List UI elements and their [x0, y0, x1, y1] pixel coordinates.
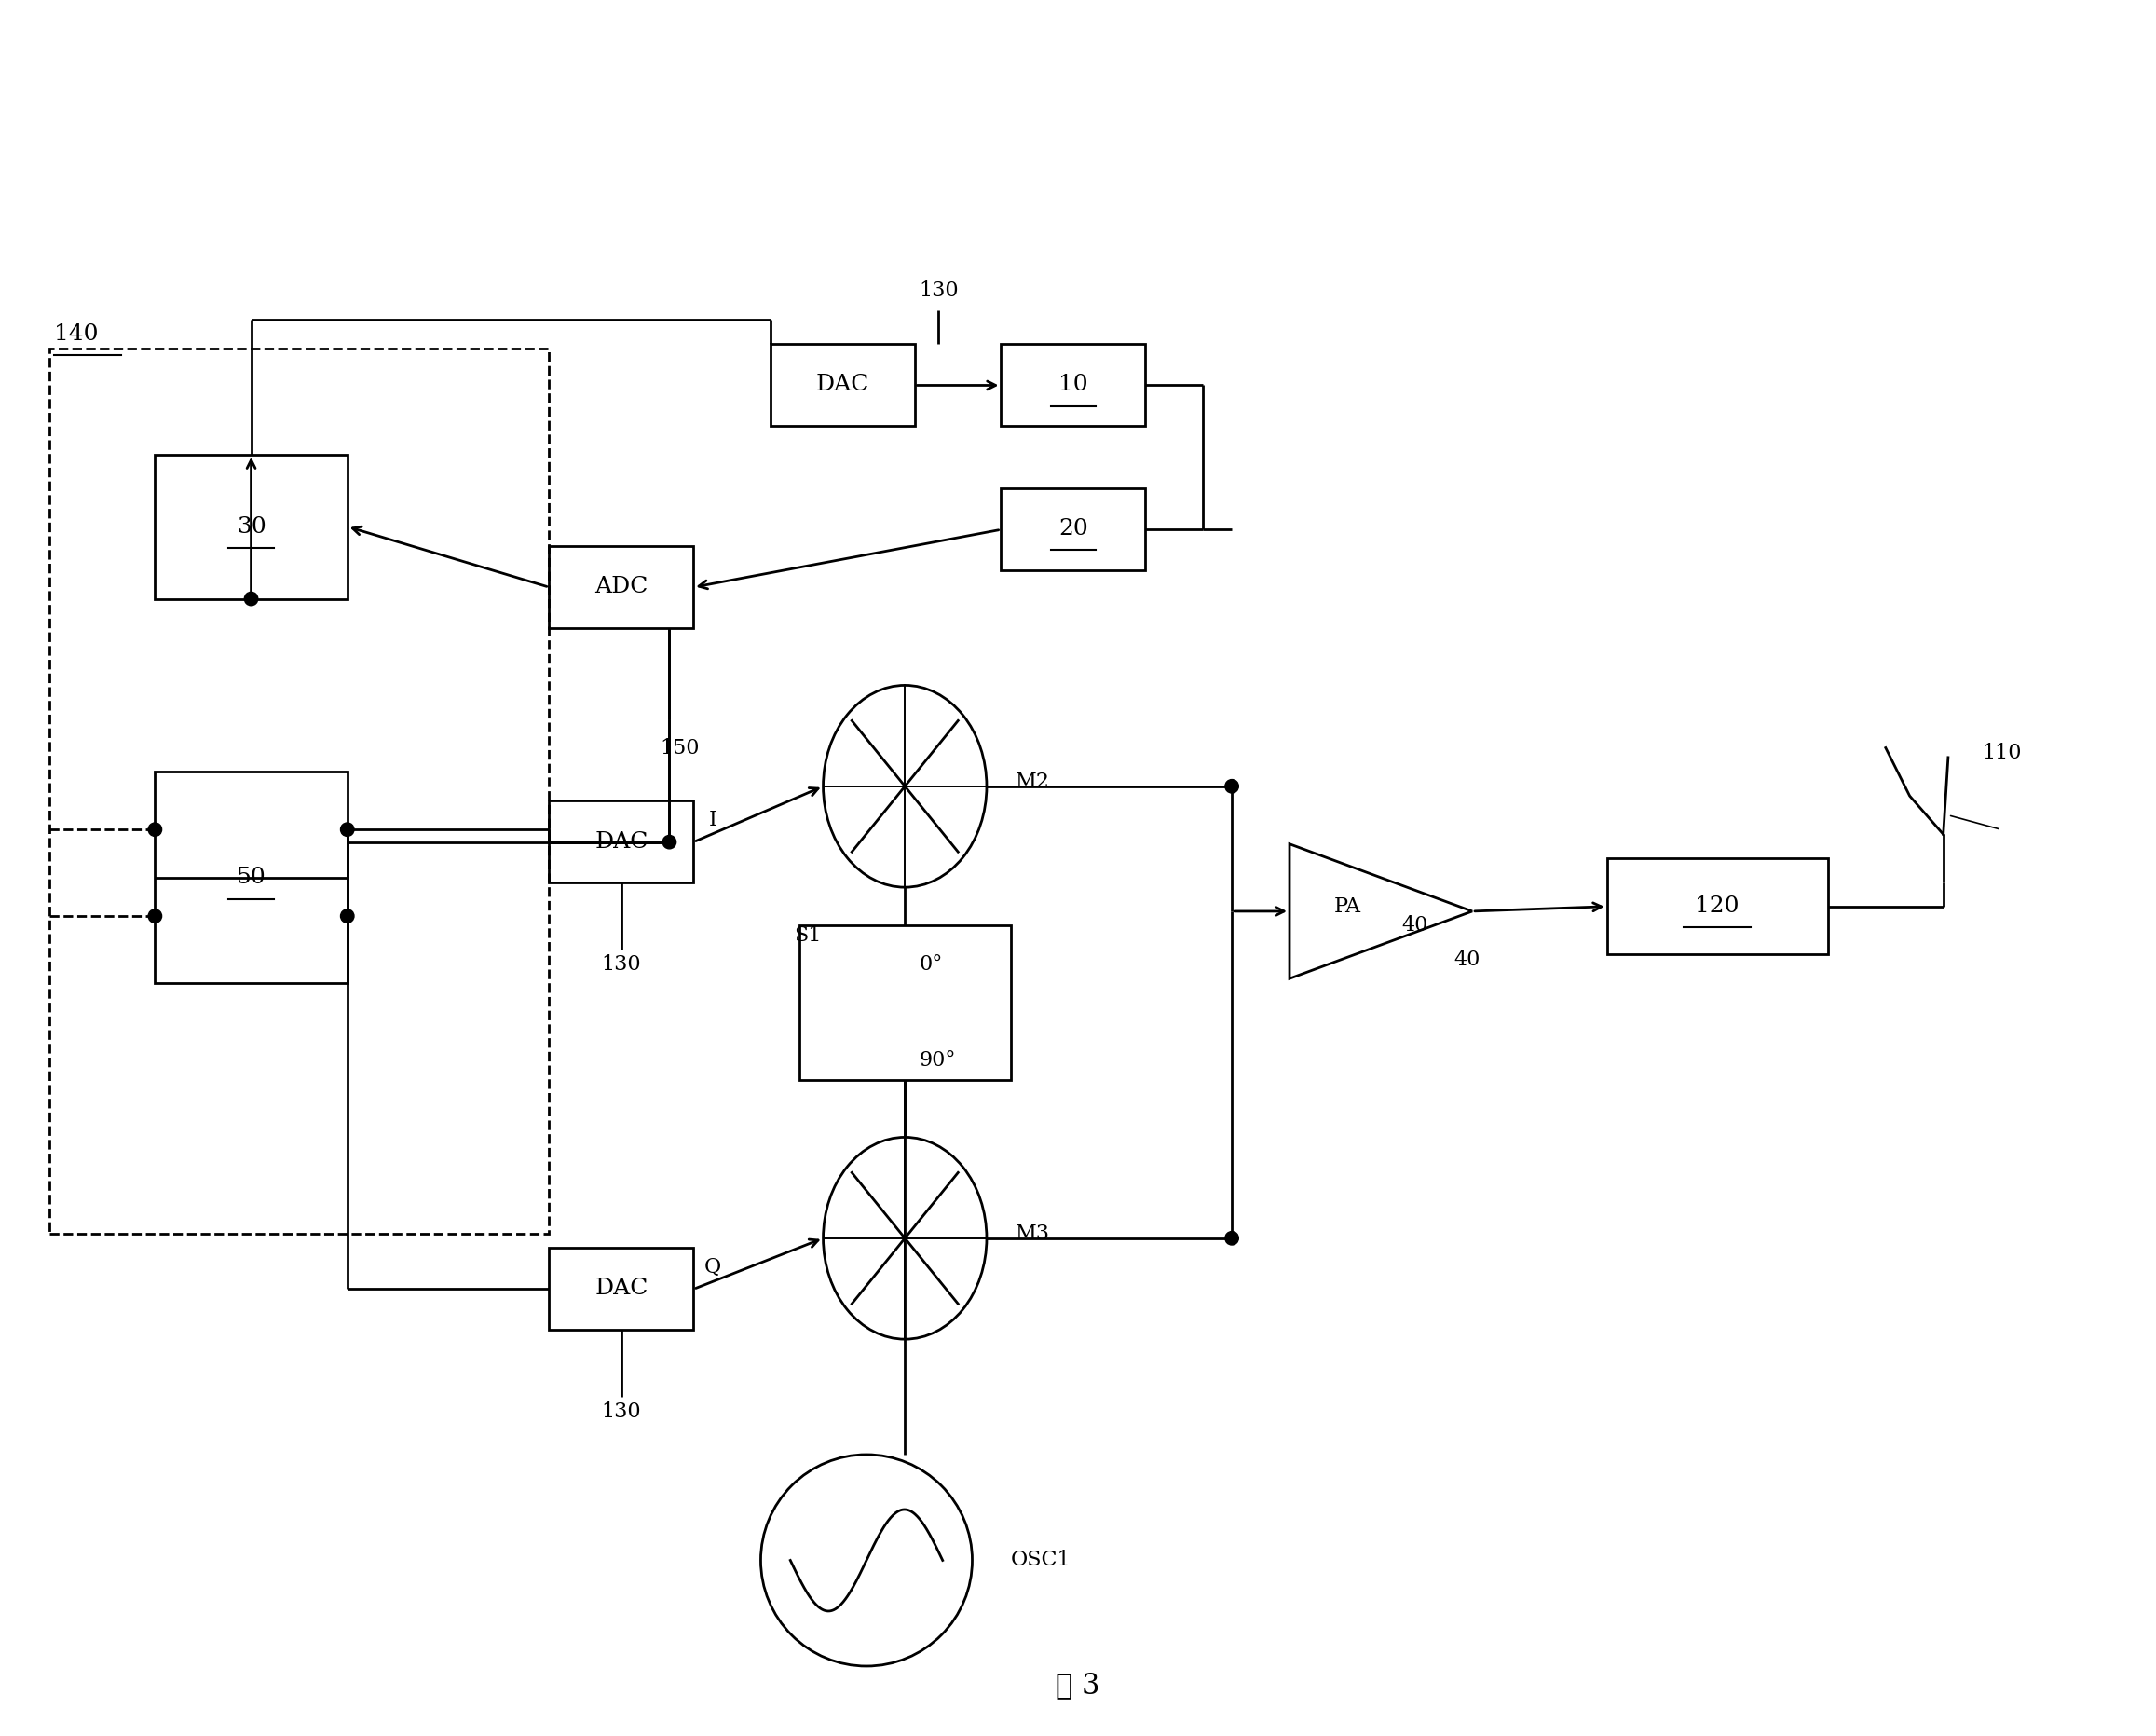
Text: S1: S1 [793, 925, 821, 946]
Text: 130: 130 [602, 953, 640, 974]
Text: ADC: ADC [595, 576, 649, 597]
Text: 110: 110 [1981, 743, 2022, 762]
Text: DAC: DAC [595, 832, 649, 852]
Bar [155, 773, 347, 983]
Bar [550, 1248, 694, 1330]
Bar [1000, 488, 1145, 569]
Text: PA: PA [1335, 896, 1360, 917]
Circle shape [1225, 779, 1238, 793]
Text: 10: 10 [1059, 373, 1089, 396]
Text: 130: 130 [602, 1401, 640, 1422]
Circle shape [149, 823, 162, 837]
Text: 40: 40 [1453, 950, 1481, 970]
Bar [155, 455, 347, 599]
Circle shape [1225, 1231, 1238, 1245]
Circle shape [662, 835, 677, 849]
Circle shape [341, 910, 354, 924]
Text: OSC1: OSC1 [1011, 1550, 1072, 1571]
Circle shape [244, 592, 259, 606]
Text: 120: 120 [1695, 896, 1740, 917]
Text: 图 3: 图 3 [1056, 1670, 1100, 1700]
Bar [1606, 858, 1828, 955]
Text: 140: 140 [54, 323, 99, 345]
Circle shape [341, 823, 354, 837]
Bar [550, 545, 694, 628]
Text: DAC: DAC [595, 1278, 649, 1300]
Text: 130: 130 [918, 281, 959, 302]
Text: Q: Q [705, 1257, 720, 1278]
Text: 0°: 0° [918, 953, 942, 974]
Bar [1000, 344, 1145, 425]
Bar [770, 344, 914, 425]
Text: I: I [709, 809, 716, 830]
Text: 30: 30 [237, 516, 265, 538]
Text: 20: 20 [1059, 519, 1089, 540]
Text: DAC: DAC [815, 373, 869, 396]
Bar [550, 800, 694, 882]
Text: M2: M2 [1015, 771, 1050, 792]
Bar [50, 349, 550, 1233]
Text: 50: 50 [237, 866, 265, 889]
Text: 40: 40 [1401, 915, 1427, 936]
Circle shape [149, 910, 162, 924]
Text: 150: 150 [660, 738, 699, 759]
Text: 90°: 90° [918, 1050, 955, 1071]
Bar [800, 925, 1011, 1080]
Text: M3: M3 [1015, 1224, 1050, 1243]
